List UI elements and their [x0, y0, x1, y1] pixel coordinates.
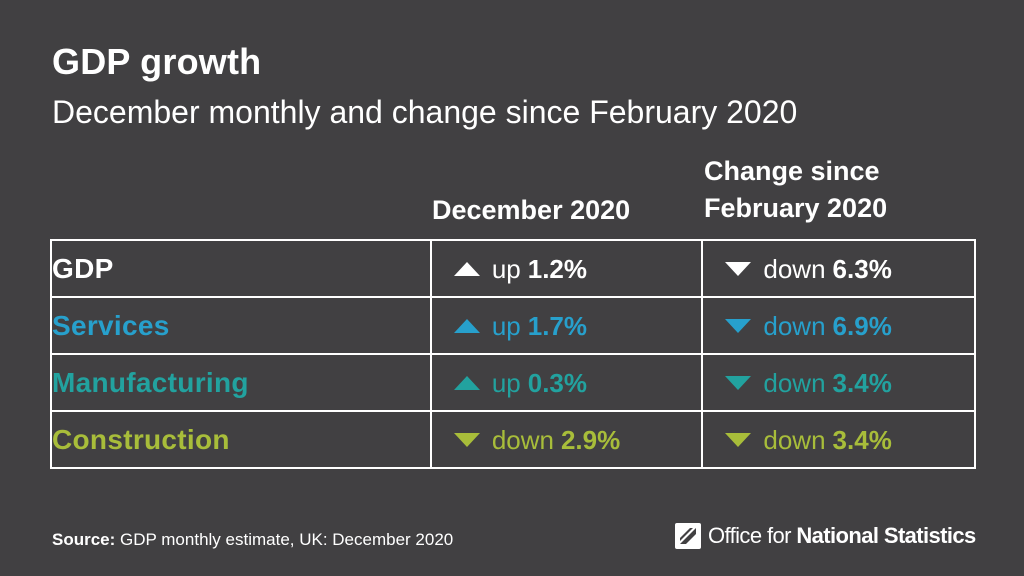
ons-logo: Office for National Statistics: [674, 522, 976, 550]
column-header-since-february-line1: Change since: [704, 156, 880, 186]
source-label: Source:: [52, 530, 116, 549]
december-2020-arrow: [453, 432, 480, 447]
since-february-2020-value: down 6.3%: [725, 253, 892, 284]
triangle-up-icon: [453, 318, 480, 333]
column-header-december: December 2020: [432, 192, 630, 229]
since-february-2020-cell: down 6.3%: [701, 239, 976, 298]
triangle-down-icon: [725, 318, 752, 333]
since-february-2020-cell: down 3.4%: [701, 410, 976, 469]
december-2020-value: down 2.9%: [453, 424, 621, 455]
since-february-2020-value: down 6.9%: [725, 310, 892, 341]
december-2020-direction: down: [491, 424, 554, 455]
since-february-2020-direction: down: [763, 367, 826, 398]
december-2020-direction: up: [491, 367, 521, 398]
since-february-2020-direction: down: [763, 253, 826, 284]
triangle-up-icon: [453, 375, 480, 390]
chart-subtitle: December monthly and change since Februa…: [52, 94, 798, 130]
december-2020-value: up 1.7%: [453, 310, 587, 341]
triangle-up-icon: [453, 261, 480, 276]
since-february-2020-number: 3.4%: [832, 424, 892, 455]
december-2020-arrow: [453, 318, 480, 333]
december-2020-value: up 0.3%: [453, 367, 587, 398]
since-february-2020-number: 3.4%: [832, 367, 892, 398]
gdp-growth-table: GDP up 1.2% down 6.3% Services up 1.7% down 6.9% M…: [50, 239, 976, 469]
since-february-2020-arrow: [725, 318, 752, 333]
since-february-2020-number: 6.3%: [832, 253, 892, 284]
ons-logo-text: Office for National Statistics: [708, 525, 976, 547]
ons-logo-icon: [675, 523, 701, 549]
ons-logo-text-bold: National Statistics: [796, 523, 976, 548]
december-2020-value: up 1.2%: [453, 253, 587, 284]
since-february-2020-arrow: [725, 261, 752, 276]
since-february-2020-direction: down: [763, 424, 826, 455]
since-february-2020-value: down 3.4%: [725, 424, 892, 455]
ons-logo-text-plain: Office for: [708, 523, 797, 548]
december-2020-number: 0.3%: [527, 367, 587, 398]
row-label: GDP: [50, 239, 432, 298]
since-february-2020-value: down 3.4%: [725, 367, 892, 398]
row-label: Construction: [50, 410, 432, 469]
table-row: Construction down 2.9% down 3.4%: [50, 410, 976, 469]
december-2020-arrow: [453, 375, 480, 390]
december-2020-direction: up: [491, 253, 521, 284]
row-label: Manufacturing: [50, 353, 432, 412]
december-2020-cell: up 0.3%: [429, 353, 704, 412]
column-header-since-february-line2: February 2020: [704, 193, 888, 223]
december-2020-direction: up: [491, 310, 521, 341]
since-february-2020-cell: down 3.4%: [701, 353, 976, 412]
december-2020-cell: up 1.7%: [429, 296, 704, 355]
since-february-2020-arrow: [725, 375, 752, 390]
triangle-down-icon: [725, 432, 752, 447]
since-february-2020-cell: down 6.9%: [701, 296, 976, 355]
triangle-down-icon: [725, 375, 752, 390]
since-february-2020-number: 6.9%: [832, 310, 892, 341]
december-2020-cell: up 1.2%: [429, 239, 704, 298]
triangle-down-icon: [725, 261, 752, 276]
december-2020-arrow: [453, 261, 480, 276]
chart-title: GDP growth: [52, 41, 262, 82]
december-2020-cell: down 2.9%: [429, 410, 704, 469]
table-row: Services up 1.7% down 6.9%: [50, 296, 976, 355]
triangle-down-icon: [453, 432, 480, 447]
column-header-since-february: Change since February 2020: [704, 153, 887, 227]
table-row: Manufacturing up 0.3% down 3.4%: [50, 353, 976, 412]
december-2020-number: 1.2%: [527, 253, 587, 284]
source-text: GDP monthly estimate, UK: December 2020: [115, 530, 454, 549]
row-label: Services: [50, 296, 432, 355]
column-header-december-label: December 2020: [432, 195, 631, 225]
since-february-2020-direction: down: [763, 310, 826, 341]
december-2020-number: 2.9%: [560, 424, 621, 455]
december-2020-number: 1.7%: [527, 310, 587, 341]
source-note: Source: GDP monthly estimate, UK: Decemb…: [52, 531, 453, 548]
table-row: GDP up 1.2% down 6.3%: [50, 239, 976, 298]
since-february-2020-arrow: [725, 432, 752, 447]
